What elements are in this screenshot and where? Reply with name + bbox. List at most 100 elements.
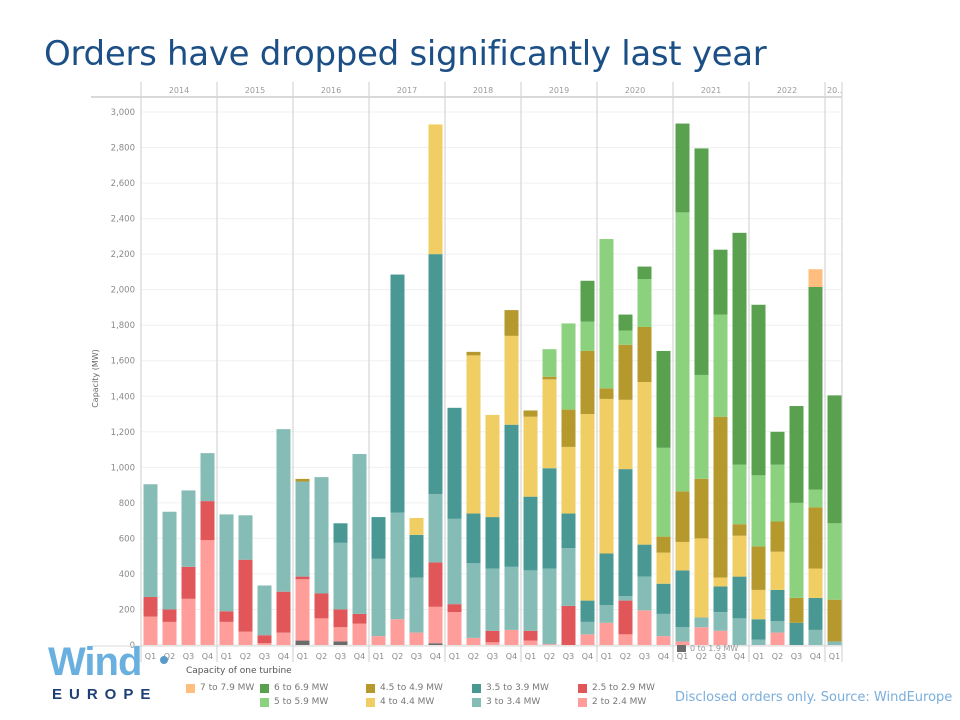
year-label: 2014 <box>169 86 189 95</box>
quarter-tick-label: Q4 <box>582 652 593 661</box>
bar-segment <box>694 148 709 375</box>
quarter-tick-label: Q1 <box>449 652 460 661</box>
bar-segment <box>637 576 652 611</box>
bar-segment <box>314 593 329 619</box>
y-tick-label: 600 <box>119 534 135 544</box>
y-tick-label: 2,800 <box>111 144 135 154</box>
bar-segment <box>637 326 652 383</box>
quarter-tick-label: Q2 <box>316 652 327 661</box>
bar-segment <box>390 274 405 513</box>
bar-segment <box>333 609 348 628</box>
bar-segment <box>181 490 196 567</box>
bar-segment <box>732 535 747 577</box>
bar-segment <box>295 640 310 645</box>
bar-segment <box>656 636 671 645</box>
quarter-tick-label: Q2 <box>620 652 631 661</box>
year-label: 2021 <box>701 86 721 95</box>
bar-segment <box>789 622 804 645</box>
legend-swatch <box>578 683 587 693</box>
bar-segment <box>219 514 234 612</box>
bar-segment <box>295 478 310 482</box>
legend-label: 7 to 7.9 MW <box>200 683 255 693</box>
legend-label: 3.5 to 3.9 MW <box>486 683 549 693</box>
legend-item: 4 to 4.4 MW <box>366 697 434 707</box>
bar-segment <box>675 541 690 571</box>
quarter-tick-label: Q3 <box>791 652 802 661</box>
bar-segment <box>333 641 348 645</box>
bar-segment <box>808 597 823 630</box>
bar-segment <box>409 517 424 535</box>
bar-segment <box>542 379 557 469</box>
quarter-tick-label: Q2 <box>392 652 403 661</box>
bar-segment <box>143 484 158 598</box>
quarter-tick-label: Q2 <box>240 652 251 661</box>
quarter-tick-label: Q1 <box>221 652 232 661</box>
legend-label: 4.5 to 4.9 MW <box>380 683 443 693</box>
bar-segment <box>371 517 386 559</box>
bar-segment <box>333 627 348 642</box>
quarter-tick-label: Q1 <box>373 652 384 661</box>
year-label: 2019 <box>549 86 569 95</box>
legend-item: 6 to 6.9 MW <box>260 683 328 693</box>
bar-segment <box>675 641 690 645</box>
bar-segment <box>390 619 405 645</box>
bar-segment <box>162 609 177 622</box>
legend-swatch <box>472 697 481 707</box>
quarter-tick-label: Q1 <box>297 652 308 661</box>
bar-segment <box>618 596 633 601</box>
legend-title: Capacity of one turbine <box>186 666 292 676</box>
bar-segment <box>523 570 538 631</box>
bar-segment <box>466 637 481 645</box>
bar-segment <box>751 619 766 640</box>
y-axis-title: Capacity (MW) <box>91 349 100 408</box>
bar-segment <box>637 266 652 280</box>
bar-segment <box>504 424 519 567</box>
y-tick-label: 1,800 <box>111 321 135 331</box>
bar-segment <box>162 511 177 610</box>
legend-label: 2.5 to 2.9 MW <box>592 683 655 693</box>
bar-segment <box>694 538 709 618</box>
bar-segment <box>732 464 747 525</box>
bar-segment <box>789 502 804 598</box>
bar-segment <box>770 521 785 552</box>
bar-segment <box>200 453 215 502</box>
bar-segment <box>675 212 690 492</box>
bar-segment <box>713 416 728 578</box>
bar-segment <box>542 568 557 645</box>
bar-segment <box>675 491 690 542</box>
bar-segment <box>238 515 253 560</box>
quarter-tick-label: Q2 <box>468 652 479 661</box>
bar-segment <box>713 586 728 613</box>
quarter-tick-label: Q3 <box>563 652 574 661</box>
bar-segment <box>618 469 633 597</box>
bar-segment <box>428 254 443 494</box>
year-label: 2018 <box>473 86 493 95</box>
y-tick-label: 1,000 <box>111 463 135 473</box>
bar-segment <box>751 304 766 476</box>
bar-segment <box>542 644 557 645</box>
logo-europe-text: EUROPE <box>52 686 158 703</box>
y-tick-label: 1,400 <box>111 392 135 402</box>
quarter-tick-label: Q2 <box>164 652 175 661</box>
bar-segment <box>675 627 690 642</box>
legend-swatch <box>186 683 195 693</box>
bar-segment <box>770 464 785 522</box>
bar-segment <box>808 507 823 569</box>
year-label: 2017 <box>397 86 417 95</box>
bar-segment <box>257 635 272 644</box>
bar-segment <box>447 604 462 613</box>
bar-segment <box>789 406 804 503</box>
bar-segment <box>181 566 196 599</box>
source-note: Disclosed orders only. Source: WindEurop… <box>675 690 953 705</box>
year-label: 2015 <box>245 86 265 95</box>
quarter-tick-label: Q1 <box>677 652 688 661</box>
bar-segment <box>713 314 728 417</box>
bar-segment <box>333 542 348 610</box>
bar-segment <box>694 374 709 479</box>
bar-segment <box>751 589 766 620</box>
legend-swatch <box>578 697 587 707</box>
bar-segment <box>637 279 652 327</box>
bar-segment <box>561 548 576 606</box>
bar-segment <box>656 350 671 448</box>
y-tick-label: 400 <box>119 570 135 580</box>
